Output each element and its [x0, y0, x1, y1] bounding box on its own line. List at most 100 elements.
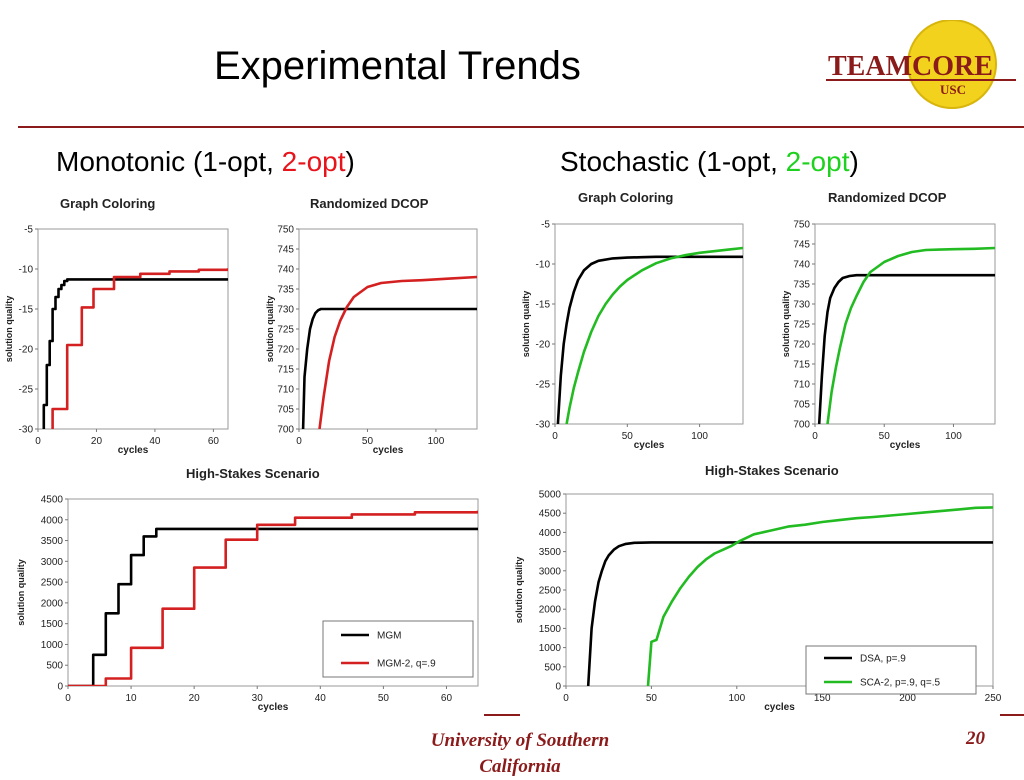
y-tick-label: 730: [793, 300, 810, 311]
y-tick-label: 745: [277, 245, 294, 256]
x-tick-label: 60: [441, 693, 453, 704]
y-tick-label: 705: [277, 405, 294, 416]
y-tick-label: -30: [19, 425, 34, 436]
plot-area: [298, 228, 478, 430]
plot-area: [565, 493, 994, 687]
legend-label: MGM: [377, 631, 401, 642]
y-tick-label: 1500: [41, 619, 64, 630]
y-tick-label: 1000: [41, 640, 64, 651]
plot-area: [37, 228, 229, 430]
x-tick-label: 50: [622, 431, 634, 442]
y-tick-label: 3000: [539, 566, 562, 577]
chart-title: Randomized DCOP: [828, 190, 947, 205]
y-tick-label: -15: [19, 305, 34, 316]
footer-line-left: [484, 714, 520, 716]
x-tick-label: 0: [812, 431, 818, 442]
x-tick-label: 50: [362, 436, 374, 447]
series-line-0: [301, 307, 477, 429]
x-tick-label: 20: [189, 693, 201, 704]
y-tick-label: 500: [46, 661, 63, 672]
plot-area: [67, 498, 479, 687]
series-line-1: [565, 246, 743, 424]
series-line-dsa-p-9: [586, 541, 993, 686]
y-axis-label: solution quality: [4, 296, 14, 363]
footer-university: University of Southern California: [430, 730, 610, 777]
chart-title: Graph Coloring: [60, 196, 156, 211]
y-axis-label: solution quality: [16, 559, 26, 626]
plot-area: [554, 223, 744, 425]
y-tick-label: -20: [536, 340, 551, 351]
x-tick-label: 150: [814, 693, 831, 704]
x-tick-label: 0: [563, 693, 569, 704]
y-tick-label: 2000: [41, 598, 64, 609]
series-line-sca-2-p-9-q-5: [646, 506, 993, 686]
logo-gold-circle: [907, 20, 997, 109]
y-tick-label: 715: [793, 360, 810, 371]
y-tick-label: -30: [536, 420, 551, 431]
page-number: 20: [966, 728, 985, 749]
y-tick-label: 3000: [41, 557, 64, 568]
footer-line-right: [1000, 714, 1024, 716]
y-tick-label: 725: [793, 320, 810, 331]
monotonic-heading: Monotonic (1-opt, 2-opt): [56, 146, 355, 177]
series-line-0: [817, 273, 995, 424]
x-tick-label: 100: [945, 431, 962, 442]
x-axis-label: cycles: [890, 440, 921, 451]
y-tick-label: 710: [793, 380, 810, 391]
y-tick-label: 0: [57, 682, 63, 693]
y-tick-label: -5: [24, 225, 33, 236]
y-tick-label: 2500: [539, 586, 562, 597]
y-tick-label: 740: [277, 265, 294, 276]
y-tick-label: 735: [277, 285, 294, 296]
series-line-1: [318, 275, 477, 429]
x-tick-label: 0: [552, 431, 558, 442]
y-axis-label: solution quality: [781, 291, 791, 358]
x-tick-label: 50: [879, 431, 891, 442]
y-tick-label: 2000: [539, 605, 562, 616]
y-tick-label: 2500: [41, 578, 64, 589]
y-axis-label: solution quality: [265, 296, 275, 363]
x-tick-label: 20: [91, 436, 103, 447]
y-tick-label: 500: [544, 662, 561, 673]
legend: MGM MGM-2, q=.9: [322, 620, 474, 678]
y-tick-label: -25: [536, 380, 551, 391]
series-line-1: [826, 246, 995, 424]
x-tick-label: 50: [646, 693, 658, 704]
series-line-0: [556, 255, 743, 424]
y-tick-label: 745: [793, 240, 810, 251]
y-tick-label: 720: [277, 345, 294, 356]
chart-title: Randomized DCOP: [310, 196, 429, 211]
y-tick-label: -25: [19, 385, 34, 396]
y-tick-label: 3500: [539, 547, 562, 558]
legend-label: SCA-2, p=.9, q=.5: [860, 678, 940, 689]
y-tick-label: 750: [793, 220, 810, 231]
series-line-0: [42, 278, 228, 429]
legend-label: MGM-2, q=.9: [377, 659, 436, 670]
series-line-mgm: [68, 527, 478, 686]
stochastic-heading: Stochastic (1-opt, 2-opt): [560, 146, 859, 177]
y-tick-label: 700: [277, 425, 294, 436]
y-tick-label: 4500: [539, 509, 562, 520]
y-tick-label: 4000: [539, 528, 562, 539]
y-tick-label: 740: [793, 260, 810, 271]
y-axis-label: solution quality: [521, 291, 531, 358]
y-axis-label: solution quality: [514, 557, 524, 624]
x-tick-label: 250: [985, 693, 1002, 704]
y-tick-label: -5: [541, 220, 550, 231]
legend-label: DSA, p=.9: [860, 654, 906, 665]
plot-area: [814, 223, 996, 425]
y-tick-label: -15: [536, 300, 551, 311]
y-tick-label: 1500: [539, 624, 562, 635]
y-tick-label: -10: [19, 265, 34, 276]
y-tick-label: 0: [555, 682, 561, 693]
x-tick-label: 0: [296, 436, 302, 447]
logo-text: TEAMCORE: [828, 51, 993, 82]
x-axis-label: cycles: [258, 702, 289, 713]
slide-title: Experimental Trends: [214, 44, 581, 88]
y-tick-label: 3500: [41, 536, 64, 547]
chart-title: High-Stakes Scenario: [705, 463, 839, 478]
y-tick-label: 705: [793, 400, 810, 411]
